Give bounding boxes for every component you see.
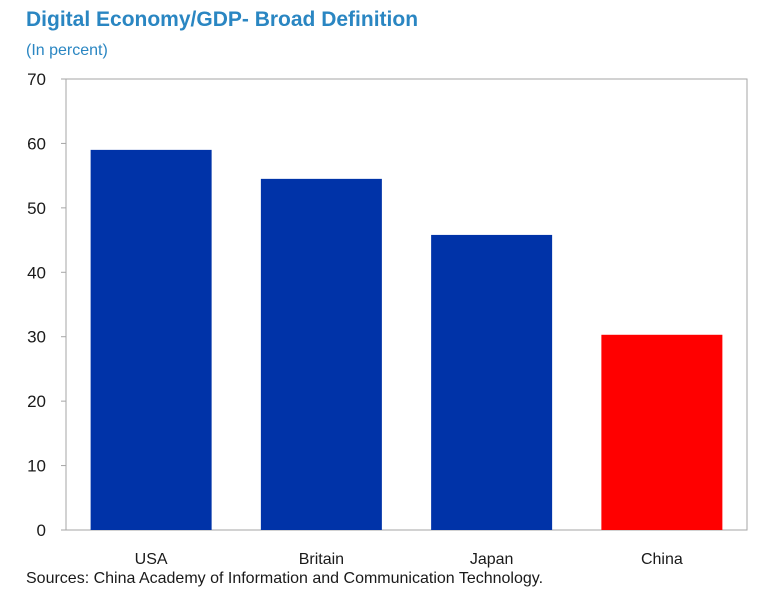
bar-usa xyxy=(90,149,212,530)
x-tick-label-britain: Britain xyxy=(299,551,344,568)
y-axis: 0 10 20 30 40 50 60 70 xyxy=(27,70,66,540)
y-tick-label: 70 xyxy=(27,70,46,89)
chart-subtitle: (In percent) xyxy=(26,42,108,59)
chart-title: Digital Economy/GDP- Broad Definition xyxy=(26,8,419,31)
bar-britain xyxy=(260,178,382,530)
bar-japan xyxy=(431,234,553,530)
bar-china xyxy=(601,334,723,530)
y-tick-label: 20 xyxy=(27,392,46,411)
y-tick-label: 60 xyxy=(27,134,46,153)
y-tick-label: 0 xyxy=(37,521,46,540)
x-axis: USA Britain Japan China xyxy=(135,551,683,568)
x-tick-label-usa: USA xyxy=(135,551,168,568)
y-tick-label: 40 xyxy=(27,263,46,282)
plot-border xyxy=(65,78,748,531)
bar-series xyxy=(90,149,723,530)
x-tick-label-china: China xyxy=(641,551,683,568)
y-tick-label: 10 xyxy=(27,457,46,476)
y-tick-label: 30 xyxy=(27,328,46,347)
plot-area xyxy=(65,78,748,531)
source-note: Sources: China Academy of Information an… xyxy=(26,570,544,587)
y-tick-label: 50 xyxy=(27,199,46,218)
x-tick-label-japan: Japan xyxy=(470,551,514,568)
